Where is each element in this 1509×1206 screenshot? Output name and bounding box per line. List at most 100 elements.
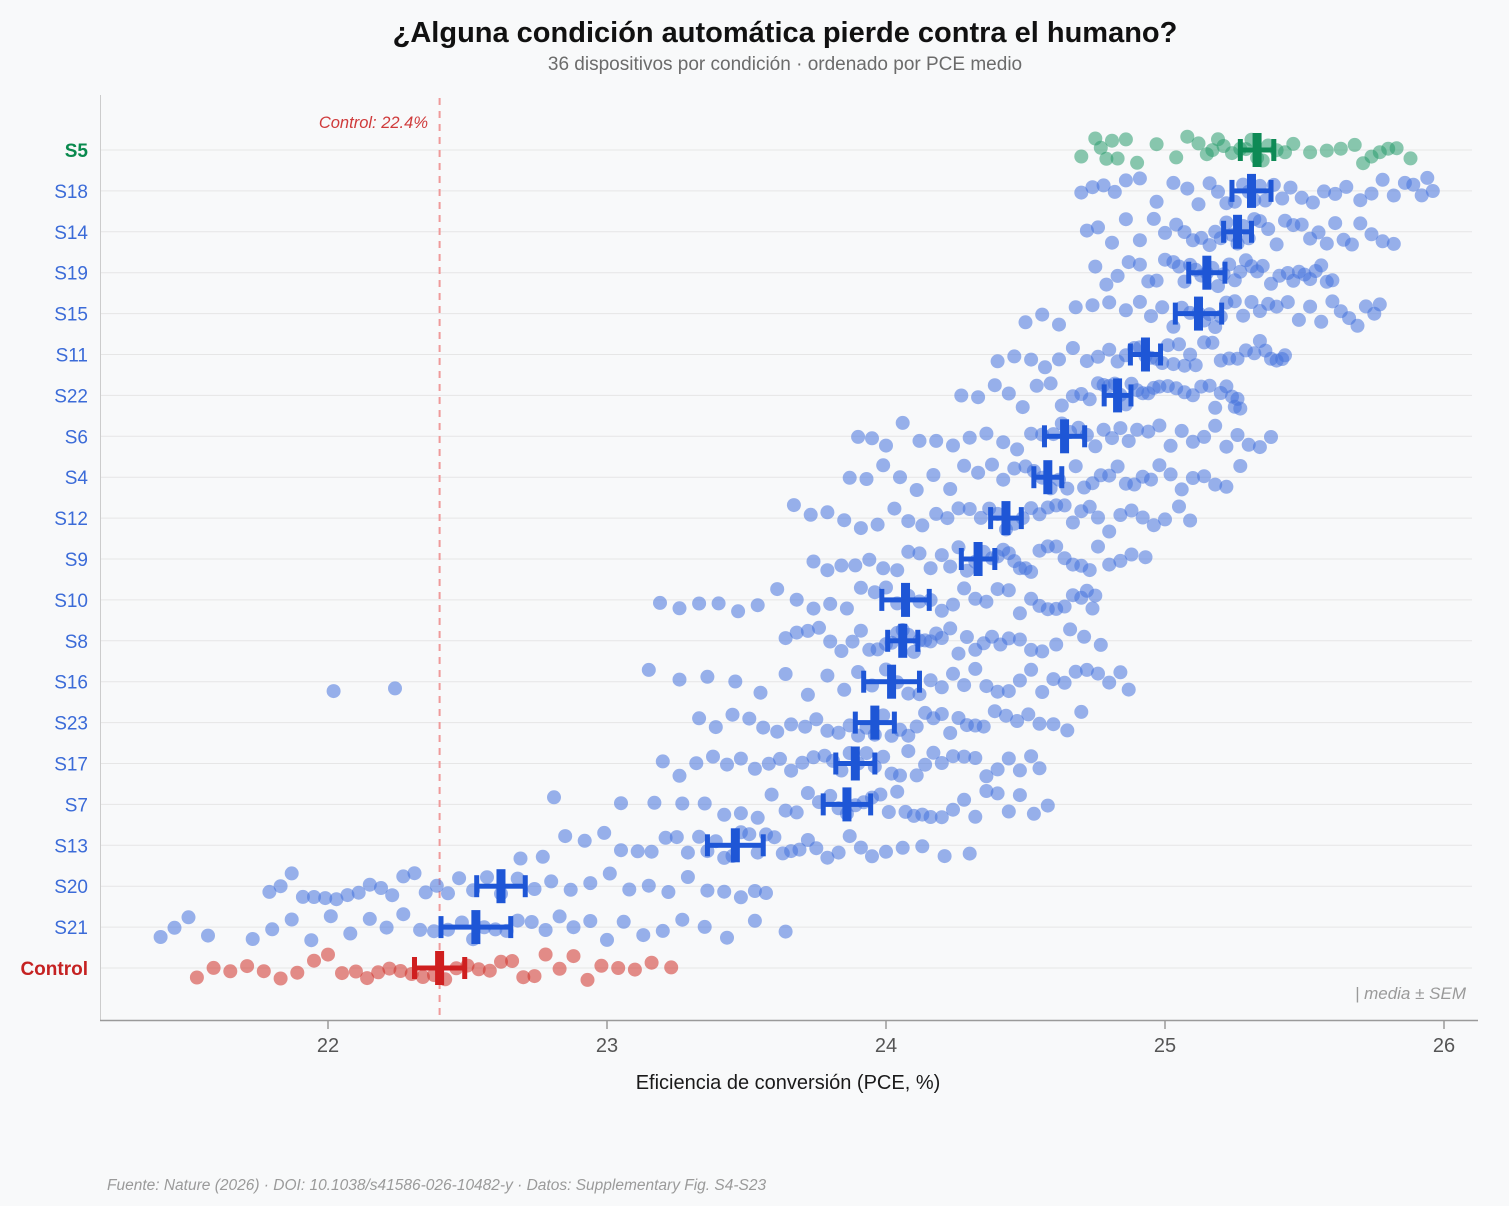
data-point	[1172, 337, 1186, 352]
data-point	[831, 725, 846, 740]
source-footer: Fuente: Nature (2026) · DOI: 10.1038/s41…	[107, 1177, 766, 1194]
data-point	[789, 625, 804, 640]
data-point	[1163, 438, 1178, 453]
data-point	[1386, 188, 1401, 203]
data-point	[692, 596, 707, 611]
data-point	[934, 548, 949, 563]
data-point	[1144, 309, 1158, 324]
data-point	[265, 922, 280, 937]
data-point	[1110, 151, 1125, 166]
data-point	[1012, 632, 1027, 647]
data-point	[1132, 294, 1147, 309]
data-point	[708, 720, 723, 735]
data-point	[644, 955, 659, 970]
data-point	[396, 907, 411, 922]
y-axis-label: S23	[54, 714, 88, 735]
data-point	[1160, 338, 1175, 353]
y-axis-label: S19	[54, 264, 88, 285]
data-point	[1185, 388, 1200, 403]
data-point	[1219, 379, 1234, 394]
data-point	[1024, 642, 1039, 657]
error-bar	[988, 501, 1024, 536]
error-bar	[1172, 296, 1225, 331]
data-point	[1001, 804, 1016, 819]
data-point	[1208, 477, 1223, 492]
data-point	[1085, 601, 1100, 616]
data-point	[823, 788, 838, 803]
data-point	[867, 585, 882, 600]
data-point	[823, 596, 838, 611]
data-point	[1174, 482, 1189, 497]
data-point	[348, 964, 363, 979]
data-point	[1024, 564, 1039, 579]
data-point	[1032, 716, 1047, 731]
data-point	[1057, 498, 1072, 513]
y-axis-label: S21	[54, 918, 88, 939]
data-point	[600, 932, 614, 947]
data-point	[770, 724, 785, 739]
data-point	[1130, 422, 1145, 437]
sem-legend-note: | media ± SEM	[1355, 984, 1467, 1003]
data-point	[167, 920, 182, 935]
data-point	[1068, 300, 1083, 315]
data-point	[335, 966, 349, 981]
data-point	[407, 866, 422, 881]
data-point	[1303, 145, 1318, 160]
data-point	[1386, 236, 1401, 251]
data-point	[1328, 186, 1343, 201]
data-point	[784, 717, 799, 732]
data-point	[733, 806, 748, 821]
data-point	[795, 755, 810, 770]
data-point	[1146, 518, 1161, 533]
data-point	[1158, 512, 1172, 527]
data-point	[823, 634, 838, 649]
data-point	[1364, 227, 1379, 242]
data-point	[820, 723, 835, 738]
x-axis-tick-label: 26	[1433, 1035, 1455, 1057]
data-point	[750, 598, 765, 613]
data-point	[962, 430, 977, 445]
data-point	[990, 354, 1005, 369]
data-point	[552, 961, 567, 976]
data-point	[1093, 637, 1108, 652]
data-point	[1163, 467, 1178, 482]
data-point	[831, 845, 846, 860]
data-point	[918, 757, 933, 772]
data-point	[851, 429, 866, 444]
data-point	[1169, 150, 1184, 165]
data-point	[789, 805, 804, 820]
data-point	[1079, 662, 1094, 677]
data-point	[848, 558, 863, 573]
data-point	[809, 712, 824, 727]
data-point	[834, 558, 849, 573]
data-point	[1012, 763, 1027, 778]
data-point	[1121, 434, 1136, 448]
data-point	[1007, 461, 1022, 476]
data-point	[697, 796, 712, 811]
data-point	[1372, 297, 1387, 312]
data-point	[1278, 348, 1292, 363]
data-point	[1183, 513, 1198, 528]
data-point	[273, 879, 288, 894]
data-point	[809, 841, 824, 856]
data-point	[943, 482, 958, 496]
data-point	[778, 803, 793, 818]
data-point	[1012, 788, 1027, 803]
data-point	[1035, 307, 1050, 322]
data-point	[1099, 151, 1114, 166]
data-point	[926, 745, 941, 760]
data-point	[996, 435, 1011, 450]
data-point	[1202, 238, 1217, 253]
data-point	[1146, 211, 1161, 226]
data-point	[1333, 141, 1348, 156]
data-point	[890, 784, 905, 799]
data-point	[1091, 349, 1105, 364]
data-point	[1185, 471, 1200, 485]
data-point	[800, 623, 815, 638]
data-point	[371, 965, 386, 980]
data-point	[934, 756, 949, 770]
data-point	[742, 827, 757, 842]
data-point	[959, 630, 974, 644]
chart-subtitle: 36 dispositivos por condición · ordenado…	[548, 54, 1022, 75]
